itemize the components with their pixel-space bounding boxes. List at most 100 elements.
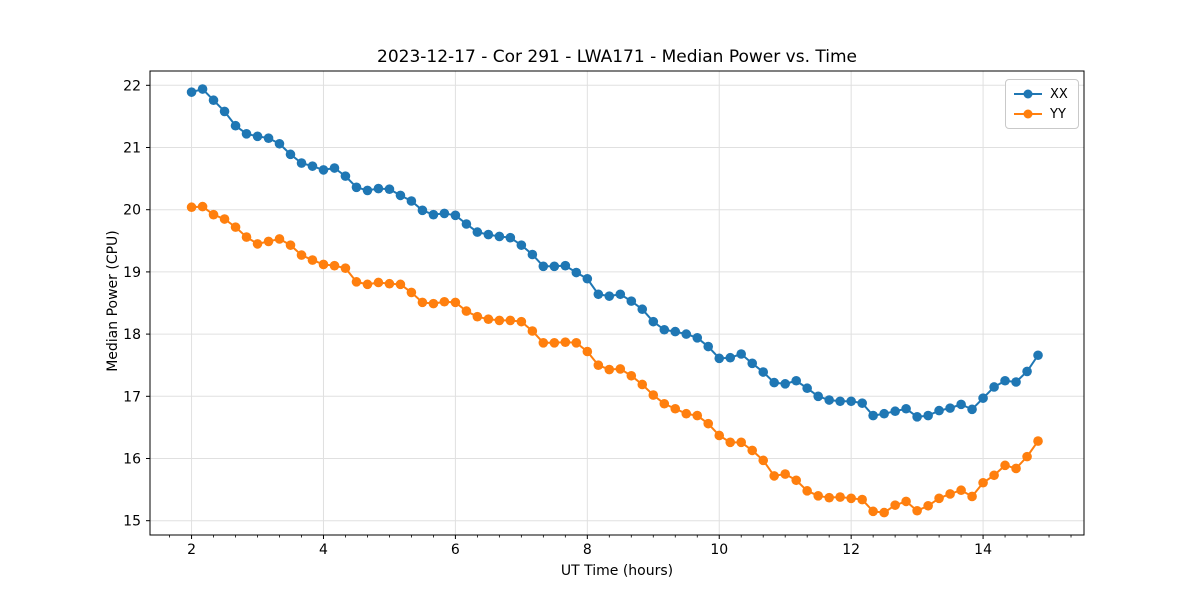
- data-point-marker: [494, 231, 505, 242]
- data-point-marker: [461, 306, 472, 316]
- y-axis-label: Median Power (CPU): [105, 230, 121, 372]
- legend-line-sample: [1014, 109, 1042, 119]
- data-point-marker: [604, 291, 615, 301]
- data-point-marker: [318, 165, 329, 175]
- data-point-marker: [329, 163, 340, 173]
- y-tick-label: 15: [123, 514, 141, 530]
- data-point-marker: [868, 410, 878, 421]
- data-point-marker: [956, 485, 966, 496]
- y-tick-label: 16: [123, 451, 141, 467]
- data-point-marker: [769, 471, 779, 481]
- data-point-marker: [670, 326, 681, 337]
- data-point-marker: [494, 315, 505, 326]
- y-tick-label: 19: [123, 265, 141, 281]
- data-point-marker: [1033, 436, 1043, 446]
- data-point-marker: [230, 120, 241, 131]
- data-point-marker: [813, 391, 823, 402]
- data-point-marker: [934, 405, 944, 416]
- data-point-marker: [681, 408, 692, 419]
- data-point-marker: [483, 314, 494, 324]
- legend-label: YY: [1050, 106, 1066, 122]
- data-point-marker: [351, 182, 362, 193]
- legend-line-sample: [1014, 89, 1042, 99]
- data-point-marker: [538, 338, 549, 348]
- data-point-marker: [967, 404, 977, 415]
- data-point-marker: [615, 364, 626, 374]
- data-point-marker: [296, 250, 307, 260]
- data-point-marker: [538, 261, 549, 272]
- data-point-marker: [450, 210, 461, 221]
- data-point-marker: [197, 201, 208, 212]
- data-point-marker: [582, 346, 593, 357]
- data-point-marker: [516, 240, 527, 250]
- data-point-marker: [340, 171, 351, 181]
- series-line: [191, 205, 1039, 514]
- data-point-marker: [527, 249, 538, 260]
- data-point-marker: [692, 333, 703, 343]
- data-point-marker: [307, 161, 318, 171]
- chart-title: 2023-12-17 - Cor 291 - LWA171 - Median P…: [377, 47, 857, 67]
- data-point-marker: [758, 455, 769, 466]
- data-point-marker: [483, 229, 494, 240]
- data-point-marker: [560, 337, 571, 347]
- data-point-marker: [571, 338, 582, 348]
- data-point-marker: [406, 287, 417, 298]
- y-tick-label: 20: [123, 203, 141, 219]
- data-point-marker: [945, 489, 955, 499]
- data-point-marker: [780, 379, 790, 389]
- data-point-marker: [989, 470, 999, 481]
- x-tick-label: 4: [319, 542, 328, 558]
- series-xx: [186, 84, 1043, 422]
- data-point-marker: [329, 260, 340, 271]
- data-point-marker: [714, 430, 725, 441]
- data-point-marker: [989, 382, 999, 392]
- data-point-marker: [725, 437, 736, 448]
- data-point-marker: [571, 267, 582, 278]
- data-point-marker: [593, 289, 604, 300]
- data-point-marker: [549, 338, 560, 348]
- data-point-marker: [252, 239, 263, 249]
- data-point-marker: [428, 209, 439, 220]
- data-point-marker: [659, 398, 670, 409]
- data-point-marker: [978, 477, 988, 488]
- data-point-marker: [945, 403, 955, 413]
- x-tick-label: 8: [583, 542, 592, 558]
- data-point-marker: [582, 273, 593, 284]
- data-point-marker: [615, 289, 626, 300]
- data-point-marker: [835, 396, 845, 407]
- data-point-marker: [384, 278, 395, 289]
- data-point-marker: [791, 375, 802, 386]
- data-point-marker: [472, 227, 483, 237]
- data-point-marker: [285, 149, 296, 160]
- data-point-marker: [1033, 350, 1043, 361]
- data-point-marker: [648, 390, 659, 400]
- data-point-marker: [219, 106, 230, 117]
- data-point-marker: [395, 279, 406, 290]
- data-point-marker: [626, 296, 637, 306]
- data-point-marker: [373, 277, 384, 288]
- data-point-marker: [857, 494, 867, 505]
- data-point-marker: [340, 263, 351, 273]
- x-tick-label: 6: [451, 542, 460, 558]
- data-point-marker: [417, 297, 428, 308]
- data-point-marker: [703, 341, 714, 352]
- data-point-marker: [824, 492, 834, 503]
- data-point-marker: [318, 259, 329, 270]
- data-point-marker: [747, 358, 758, 369]
- data-point-marker: [659, 324, 670, 335]
- data-point-marker: [274, 138, 285, 149]
- data-point-marker: [648, 316, 659, 327]
- data-point-marker: [1000, 460, 1010, 471]
- data-point-marker: [769, 377, 779, 388]
- x-tick-label: 14: [974, 542, 992, 558]
- data-point-marker: [670, 403, 681, 414]
- data-point-marker: [461, 219, 472, 229]
- data-point-marker: [230, 222, 241, 232]
- data-point-marker: [802, 383, 812, 394]
- data-point-marker: [505, 232, 516, 243]
- data-point-marker: [1022, 451, 1032, 462]
- data-point-marker: [714, 353, 725, 364]
- data-point-marker: [428, 298, 439, 309]
- y-tick-label: 21: [123, 141, 141, 157]
